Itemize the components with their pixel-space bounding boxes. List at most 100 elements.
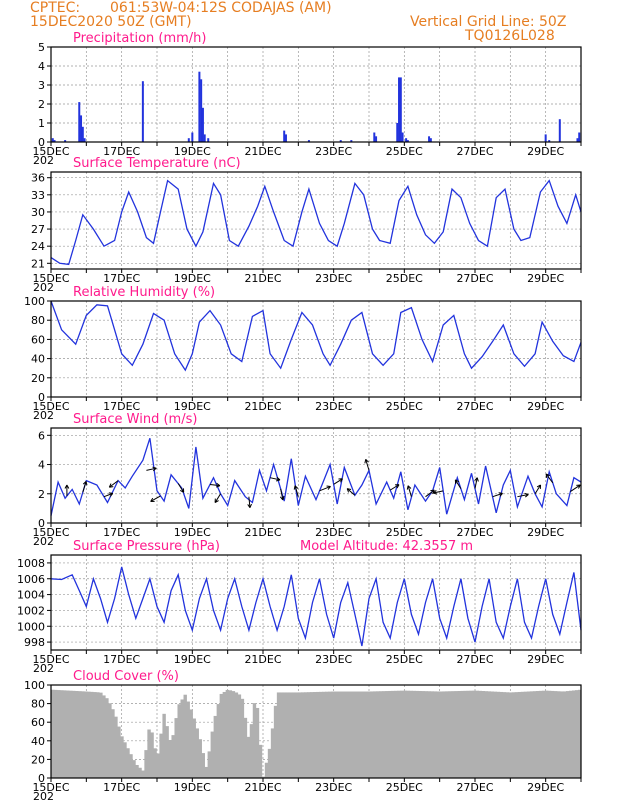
wind-vector [214,493,222,503]
wind-vector-head [536,484,542,489]
cloud-bar [448,691,452,778]
wind-vector [492,492,503,498]
cloud-bar [325,691,329,778]
cloud-bar [168,739,172,778]
cloud-bar [150,732,154,778]
series-line [50,438,582,516]
cloud-bar [559,691,564,778]
precip-bar [339,140,342,142]
cloud-bar [129,754,133,778]
panel-title: Precipitation (mm/h) [73,31,206,46]
cloud-bar [186,701,190,778]
x-tick-label: 19DEC [174,526,211,539]
precip-bar [187,138,190,142]
x-tick-label: 15DEC [32,145,69,158]
cloud-bar [291,692,296,778]
y-tick-label: 30 [31,206,45,219]
wind-vector [433,490,444,494]
x-tick-label: 29DEC [527,272,564,285]
wind-vector [294,485,299,497]
panel-frame [50,554,582,651]
precip-bar [191,132,194,142]
cloud-bar [376,691,380,778]
x-tick-label: 15DEC [32,781,69,794]
cloud-bar [159,733,163,778]
cloud-bar [108,703,112,778]
cloud-bar [478,690,483,778]
y-tick-label: 100 [24,295,45,308]
cloud-bar [400,690,404,778]
cloud-bar [412,690,416,778]
x-tick-label: 15DEC [32,400,69,413]
cloud-bar [51,689,55,778]
cloud-bar [406,690,410,778]
x-tick-label: 25DEC [386,272,423,285]
cloud-bar [463,690,467,778]
wind-vector [177,483,185,493]
wind-vector [454,479,462,489]
precip-bar [53,140,56,142]
cloud-bar [424,691,428,778]
cloud-bar [243,717,248,778]
y-tick-label: 40 [31,735,45,748]
cloud-bar [427,691,431,778]
year-fragment: 202 [33,154,54,167]
cloud-bar [123,742,127,778]
wind-vector-head [214,498,219,504]
cloud-bar [138,767,142,778]
cloud-bar [201,753,205,778]
wind-vector [82,481,87,493]
precip-bar [64,140,67,142]
cloud-bar [355,691,359,778]
cloud-bar [297,692,302,778]
y-tick-label: 6 [38,429,45,442]
cloud-bar [69,690,73,778]
y-tick-label: 5 [38,41,45,54]
cloud-bar [276,692,281,778]
wind-vector-head [338,478,343,483]
precip-bar [51,138,54,142]
wind-vector-head [394,484,400,489]
wind-vector [146,467,157,471]
cloud-bar [487,691,492,778]
cloud-bar [388,690,392,778]
cloud-bar [195,728,199,778]
cloud-bar [114,716,118,778]
series-line [50,179,582,266]
x-tick-label: 25DEC [386,653,423,666]
cloud-bar [421,691,425,778]
cloud-bar [111,709,115,778]
cloud-bar [231,691,236,778]
x-tick-label: 17DEC [103,272,140,285]
cloud-bar [382,691,386,778]
panel-1: Precipitation (mm/h) 0 1 2 3 4 5 15DEC 17DEC 19DE… [32,31,582,167]
cloud-bar [165,726,169,778]
x-tick-label: 25DEC [386,145,423,158]
panel-annotation: Model Altitude: 42.3557 m [300,539,473,554]
x-tick-label: 15DEC [32,272,69,285]
cloud-bar [370,691,374,778]
wind-vector-head [454,479,460,484]
wind-vector-head [82,480,88,486]
precip-bar [307,140,310,142]
cloud-bar [234,692,239,778]
wind-vector [346,488,356,496]
x-tick-label: 29DEC [527,145,564,158]
cloud-bar [415,690,419,778]
wind-vector [534,484,541,495]
wind-vector-head [275,476,281,482]
precip-bar [78,102,81,142]
cloud-bar [418,690,422,778]
cloud-bar [538,690,543,778]
y-tick-label: 998 [24,636,45,649]
cloud-bar [258,744,263,778]
cloud-bar [135,764,139,778]
x-tick-label: 27DEC [456,781,493,794]
cloud-bar [328,691,332,778]
cloud-bar [75,690,79,778]
wind-vector [389,484,400,491]
cloud-bar [228,690,233,778]
wind-vector-head [293,485,299,490]
cloud-bar [117,726,121,778]
